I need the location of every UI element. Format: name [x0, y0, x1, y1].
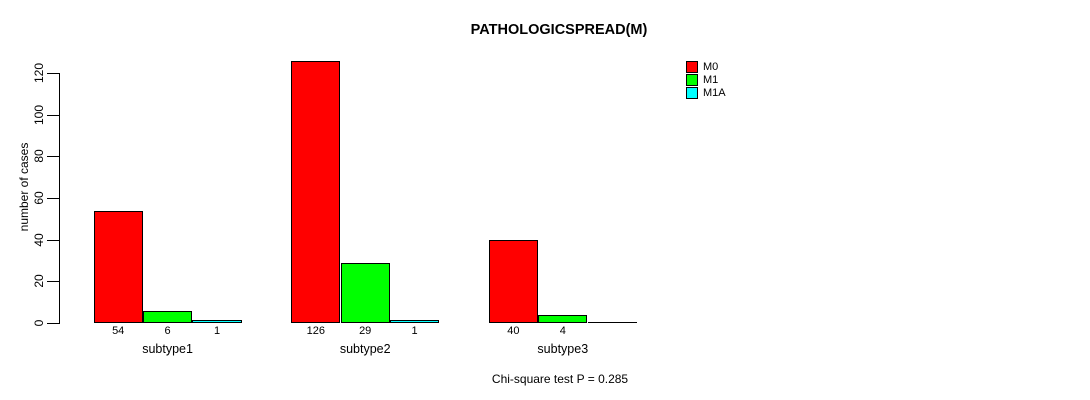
chi-square-caption: Chi-square test P = 0.285	[491, 372, 629, 386]
bar-value-label: 1	[411, 325, 418, 337]
legend-row-M1A: M1A	[686, 86, 726, 99]
bar-value-label: 126	[306, 325, 325, 337]
bar-value-label: 6	[164, 325, 171, 337]
category-label-subtype3: subtype3	[537, 342, 589, 356]
y-axis-tick	[47, 323, 59, 324]
y-axis-tick	[47, 239, 59, 241]
y-axis-tick	[47, 114, 59, 116]
legend-swatch-icon	[686, 74, 698, 87]
bar-value-label: 29	[359, 325, 372, 337]
legend-label: M0	[703, 61, 719, 74]
y-axis-tick	[47, 281, 59, 283]
category-label-subtype1: subtype1	[142, 342, 193, 356]
bar-subtype2-M0	[291, 60, 341, 323]
y-axis-tick-label: 80	[32, 149, 46, 164]
bar-subtype3-M1A-zero	[587, 322, 637, 323]
bar-value-label: 40	[507, 325, 520, 337]
legend-swatch-icon	[686, 61, 698, 74]
y-axis-tick	[47, 198, 59, 199]
legend-label: M1	[703, 74, 719, 87]
y-axis-tick-label: 40	[32, 232, 46, 247]
bar-subtype2-M1	[340, 262, 390, 323]
y-axis-tick	[47, 73, 59, 74]
legend-swatch-icon	[686, 86, 698, 99]
bar-subtype2-M1A	[389, 320, 440, 323]
legend-row-M0: M0	[686, 61, 726, 74]
bar-subtype1-M0	[93, 210, 143, 323]
bar-value-label: 54	[112, 325, 125, 337]
y-axis-line	[59, 73, 60, 324]
bar-subtype3-M0	[488, 239, 539, 323]
y-axis-tick-label: 60	[32, 191, 46, 205]
bar-subtype3-M1	[538, 314, 588, 323]
bar-value-label: 4	[559, 325, 566, 337]
bar-value-label: 1	[213, 325, 221, 337]
y-axis-tick-label: 100	[32, 104, 46, 125]
category-label-subtype2: subtype2	[339, 342, 391, 356]
legend-label: M1A	[703, 86, 726, 99]
y-axis-tick-label: 0	[32, 319, 46, 327]
y-axis-tick	[47, 156, 59, 158]
y-axis-tick-label: 120	[32, 62, 46, 84]
bar-subtype1-M1	[142, 310, 193, 323]
legend: M0 M1 M1A	[686, 61, 726, 99]
bar-subtype1-M1A	[192, 320, 242, 323]
chart-title: PATHOLOGICSPREAD(M)	[470, 22, 648, 38]
legend-row-M1: M1	[686, 74, 726, 87]
y-axis-tick-label: 20	[32, 274, 46, 289]
